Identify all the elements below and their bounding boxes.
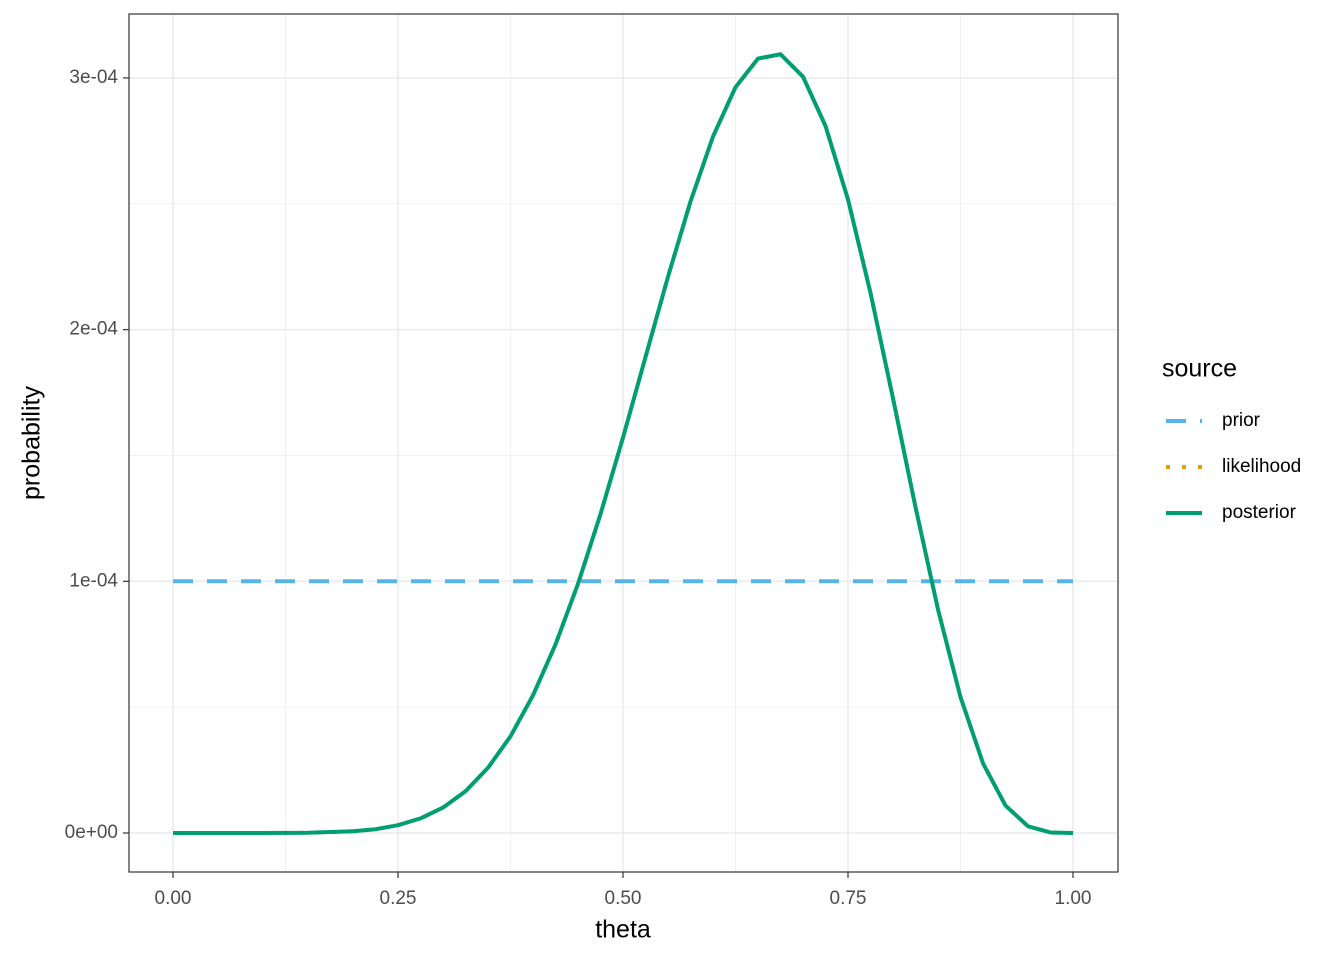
x-tick-label: 1.00 — [1055, 888, 1092, 909]
x-tick-label: 0.00 — [155, 888, 192, 909]
line-posterior — [173, 52, 1074, 835]
y-tick-label: 1e-04 — [69, 570, 118, 591]
x-tick-label: 0.50 — [605, 888, 642, 909]
y-tick-label: 0e+00 — [65, 822, 118, 843]
x-axis-label: theta — [595, 916, 651, 944]
legend-label: prior — [1222, 410, 1261, 431]
y-tick-label: 3e-04 — [69, 67, 118, 88]
x-tick-label: 0.25 — [380, 888, 417, 909]
x-tick-label: 0.75 — [830, 888, 867, 909]
legend-title: source — [1162, 355, 1237, 383]
plot-border — [128, 13, 1119, 873]
y-axis-label: probability — [18, 386, 46, 500]
legend-label: likelihood — [1222, 456, 1301, 477]
legend-label: posterior — [1222, 502, 1297, 523]
y-tick-label: 2e-04 — [69, 319, 118, 340]
